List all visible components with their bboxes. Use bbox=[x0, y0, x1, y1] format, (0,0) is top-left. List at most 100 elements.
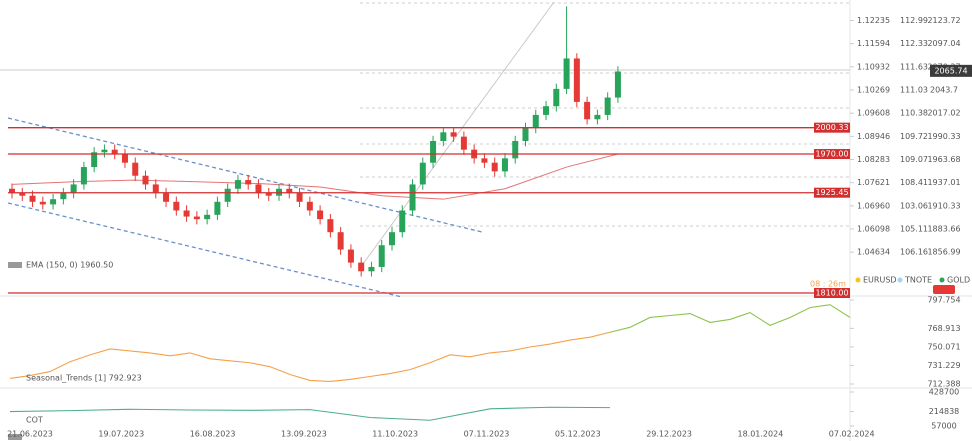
x-tick-label: 07.11.2023 bbox=[464, 430, 510, 439]
x-tick-label: 19.07.2023 bbox=[98, 430, 144, 439]
x-tick-label: 18.01.2024 bbox=[737, 430, 783, 439]
current-price-label: 2065.74 bbox=[934, 66, 967, 75]
eurusd-axis-label: 1.07621 bbox=[857, 178, 890, 187]
indicator-icon[interactable] bbox=[8, 434, 22, 440]
series-line bbox=[9, 406, 611, 421]
candle-body bbox=[347, 249, 354, 263]
y-tick-label: 1910.33 bbox=[927, 201, 960, 210]
candle-body bbox=[214, 201, 221, 215]
candle-body bbox=[327, 219, 334, 233]
legend-label: GOLD bbox=[947, 276, 970, 285]
panel-title: COT bbox=[26, 416, 43, 425]
candle-body bbox=[491, 162, 498, 172]
level-label-box bbox=[814, 149, 850, 160]
candle-body bbox=[358, 262, 365, 272]
y-tick-label: 731.229 bbox=[927, 361, 960, 370]
y-tick-label: 2043.7 bbox=[930, 85, 958, 94]
candle-body bbox=[388, 232, 395, 246]
y-tick-label: 1963.68 bbox=[927, 155, 960, 164]
candle-body bbox=[80, 167, 87, 185]
candle-body bbox=[378, 245, 385, 267]
legend-swatch bbox=[939, 277, 945, 283]
candle-body bbox=[152, 184, 159, 194]
tnote-axis-label: 111.63 bbox=[900, 62, 928, 71]
candle-body bbox=[163, 193, 170, 202]
moving-average bbox=[11, 153, 619, 200]
level-label: 1925.45 bbox=[815, 188, 848, 197]
candle-body bbox=[501, 158, 508, 172]
candle-body bbox=[573, 58, 580, 102]
eurusd-axis-label: 1.08283 bbox=[857, 155, 890, 164]
eurusd-axis-label: 1.09608 bbox=[857, 109, 890, 118]
y-tick-label: 768.913 bbox=[927, 324, 960, 333]
legend-label: TNOTE bbox=[904, 276, 932, 285]
candle-body bbox=[132, 162, 139, 176]
eurusd-axis-label: 1.06960 bbox=[857, 201, 890, 210]
candle-body bbox=[409, 184, 416, 211]
candle-body bbox=[306, 201, 313, 211]
tnote-axis-label: 106.16 bbox=[900, 248, 928, 257]
tnote-axis-label: 112.33 bbox=[900, 39, 928, 48]
candle-body bbox=[317, 210, 324, 220]
candle-body bbox=[584, 101, 591, 120]
y-tick-label: 750.071 bbox=[927, 342, 960, 351]
eurusd-axis-label: 1.06098 bbox=[857, 225, 890, 234]
candle-body bbox=[265, 193, 272, 196]
candle-body bbox=[399, 210, 406, 233]
candle-body bbox=[234, 180, 241, 189]
y-tick-label: 2097.04 bbox=[927, 39, 960, 48]
candle-body bbox=[286, 188, 293, 194]
candle-body bbox=[224, 188, 231, 202]
candle-body bbox=[19, 193, 26, 196]
y-tick-label: 1990.33 bbox=[927, 132, 960, 141]
indicator-icon[interactable] bbox=[8, 262, 22, 268]
candle-body bbox=[245, 180, 252, 185]
tnote-axis-label: 109.07 bbox=[900, 155, 928, 164]
y-tick-label: 428700 bbox=[929, 388, 960, 397]
candle-body bbox=[522, 127, 529, 141]
candle-body bbox=[450, 132, 457, 137]
candle-body bbox=[173, 201, 180, 211]
level-label-box bbox=[814, 187, 850, 198]
tnote-axis-label: 103.06 bbox=[900, 201, 928, 210]
candle-body bbox=[101, 149, 108, 153]
y-tick-label: 2017.02 bbox=[927, 109, 960, 118]
indicator-label: EMA (150, 0) 1960.50 bbox=[26, 261, 113, 270]
eurusd-axis-label: 1.08946 bbox=[857, 132, 890, 141]
y-tick-label: 57000 bbox=[931, 422, 956, 431]
y-tick-label: 1856.99 bbox=[927, 248, 960, 257]
candle-body bbox=[50, 199, 57, 205]
series-line bbox=[609, 304, 851, 333]
level-label-box bbox=[814, 288, 850, 298]
candle-body bbox=[9, 188, 15, 194]
level-label: 1810.00 bbox=[815, 289, 848, 298]
candle-body bbox=[111, 149, 118, 155]
candle-body bbox=[604, 97, 611, 115]
candle-body bbox=[481, 158, 488, 163]
tnote-axis-label: 105.11 bbox=[900, 225, 928, 234]
x-tick-label: 21.06.2023 bbox=[7, 430, 53, 439]
legend-swatch bbox=[855, 277, 861, 283]
eurusd-axis-label: 1.10269 bbox=[857, 85, 890, 94]
candle-body bbox=[39, 201, 46, 205]
candle-body bbox=[204, 214, 211, 220]
candle-body bbox=[368, 266, 375, 272]
eurusd-axis-label: 1.04634 bbox=[857, 248, 890, 257]
candle-body bbox=[121, 154, 128, 163]
eurusd-axis-label: 1.11594 bbox=[857, 39, 890, 48]
current-price-box bbox=[930, 64, 972, 77]
candle-body bbox=[183, 210, 190, 217]
remove-button[interactable] bbox=[933, 285, 955, 294]
y-tick-label: 2123.72 bbox=[927, 16, 960, 25]
panel-title: Seasonal_Trends [1] 792.923 bbox=[26, 374, 142, 383]
x-tick-label: 16.08.2023 bbox=[190, 430, 236, 439]
candle-body bbox=[440, 132, 447, 141]
x-tick-label: 05.12.2023 bbox=[555, 430, 601, 439]
legend-swatch bbox=[897, 277, 903, 283]
series-line bbox=[9, 331, 611, 382]
x-tick-label: 29.12.2023 bbox=[646, 430, 692, 439]
level-label: 1970.00 bbox=[815, 150, 848, 159]
y-tick-label: 712.388 bbox=[927, 380, 960, 389]
